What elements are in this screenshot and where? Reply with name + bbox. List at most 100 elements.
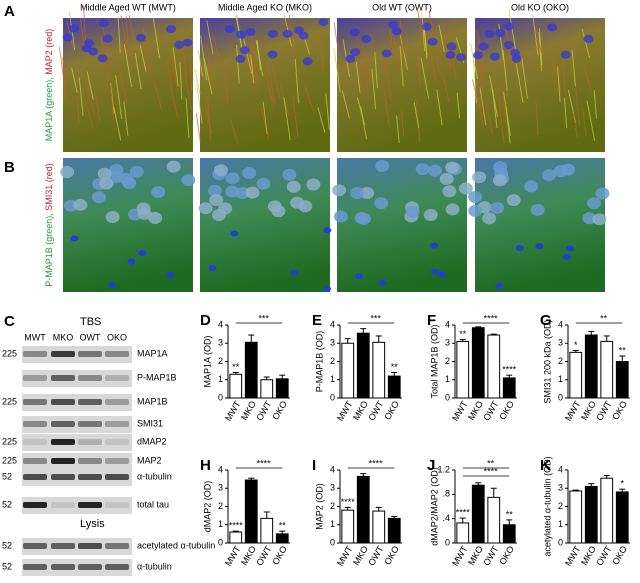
nucleus [405, 205, 420, 218]
nucleus [583, 34, 594, 43]
blot-band [51, 375, 75, 381]
nucleus [108, 282, 117, 289]
texture [476, 30, 485, 73]
y-tick-label: 3 [330, 338, 335, 348]
nucleus [182, 38, 193, 47]
texture [86, 75, 95, 113]
nucleus [349, 187, 364, 200]
blot-band [105, 399, 129, 405]
nucleus [166, 160, 181, 173]
texture [582, 107, 587, 136]
texture [399, 35, 408, 71]
texture [360, 106, 368, 140]
protein-label: SMI31 [137, 418, 163, 428]
significance: **** [229, 521, 244, 531]
panel-label: A [4, 3, 15, 20]
mw-marker: 52 [2, 499, 12, 509]
nucleus [439, 172, 454, 185]
blot-band [105, 421, 129, 427]
nucleus [136, 202, 151, 215]
blot-band [23, 351, 47, 357]
texture [469, 43, 479, 80]
bar [260, 517, 274, 544]
blot-band [78, 458, 102, 464]
nucleus [293, 26, 304, 35]
texture [401, 110, 405, 136]
texture [245, 37, 249, 75]
nucleus [225, 172, 240, 185]
texture [250, 47, 259, 84]
texture [113, 107, 122, 141]
texture [551, 52, 556, 94]
texture [78, 77, 84, 116]
nucleus [224, 25, 235, 34]
nucleus [209, 194, 224, 207]
texture [533, 23, 543, 53]
nucleus [506, 194, 521, 207]
blot-strip [22, 538, 132, 555]
texture [304, 84, 314, 111]
texture [502, 50, 508, 91]
blot-band [23, 421, 47, 427]
y-tick-label: 3 [445, 338, 450, 348]
texture [134, 53, 142, 90]
x-tick-label: MWT [335, 399, 355, 423]
nucleus [99, 177, 114, 190]
blot-strip [22, 434, 132, 451]
texture [417, 59, 421, 88]
y-tick-label: .8 [442, 489, 450, 499]
blot-band [51, 399, 75, 405]
nucleus [547, 23, 558, 32]
y-tick-label: 2 [558, 356, 563, 366]
blot-band [51, 474, 75, 480]
nucleus [245, 27, 256, 36]
texture [79, 18, 85, 46]
bar [502, 377, 516, 399]
lane-label: OKO [107, 332, 127, 342]
y-tick-label: 1 [558, 519, 563, 529]
texture [389, 28, 396, 63]
x-tick-label: OWT [481, 544, 500, 568]
nucleus [586, 197, 601, 210]
texture [252, 63, 257, 92]
texture [265, 75, 275, 107]
blot-band [51, 458, 75, 464]
bar [456, 340, 470, 399]
y-axis-label: SMI31 200 kDa (OD) [542, 319, 552, 403]
texture [120, 15, 128, 51]
blot-band [23, 502, 47, 508]
nucleus [355, 273, 364, 280]
texture [399, 19, 405, 64]
nucleus [428, 164, 443, 177]
nucleus [482, 212, 497, 225]
nucleus [290, 196, 305, 209]
nucleus [225, 185, 240, 198]
y-tick-label: 1.2 [437, 464, 450, 474]
bar [356, 332, 370, 399]
y-tick-label: 2 [330, 501, 335, 511]
nucleus [69, 24, 80, 33]
texture [476, 83, 484, 128]
significance: ** [487, 458, 495, 468]
mw-marker: 52 [2, 561, 12, 571]
nucleus [267, 29, 278, 38]
texture [363, 63, 369, 100]
protein-label: α-tubulin [137, 561, 172, 571]
texture [206, 20, 214, 54]
texture [71, 67, 78, 93]
nucleus [138, 250, 147, 257]
nucleus [458, 182, 473, 195]
blot-strip [22, 416, 132, 433]
texture [118, 71, 128, 102]
texture [538, 28, 543, 66]
bar [387, 517, 401, 544]
texture [294, 58, 300, 104]
bar [487, 496, 501, 544]
x-tick-label: OKO [270, 544, 289, 566]
nucleus [174, 40, 185, 49]
x-tick-label: MWT [563, 399, 583, 423]
x-tick-label: OWT [366, 544, 385, 568]
x-tick-label: MWT [450, 399, 470, 423]
blot-band [105, 458, 129, 464]
blot-band [78, 474, 102, 480]
